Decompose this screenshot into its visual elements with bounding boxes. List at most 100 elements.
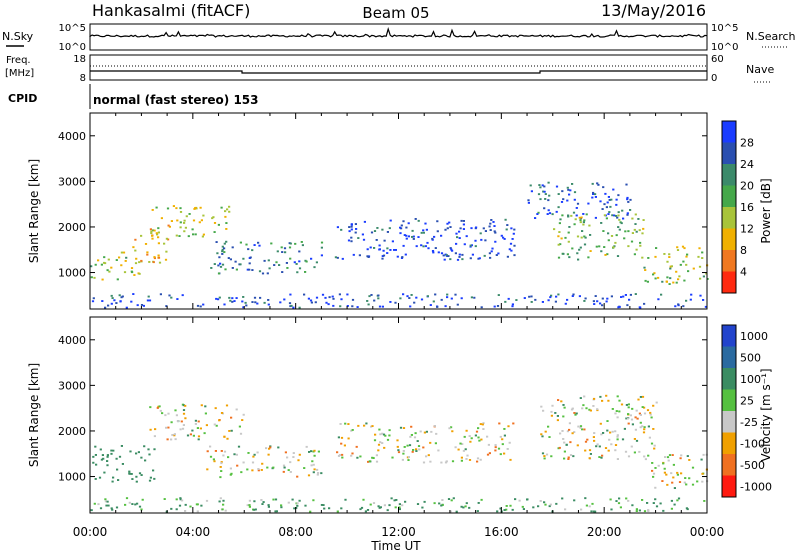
heatmap-cell [431, 237, 434, 240]
heatmap-cell [138, 261, 141, 264]
heatmap-cell [246, 468, 249, 471]
heatmap-cell [224, 509, 227, 512]
heatmap-cell [652, 502, 655, 504]
heatmap-cell [703, 500, 706, 502]
heatmap-cell [701, 257, 704, 259]
heatmap-cell [410, 425, 413, 428]
heatmap-cell [641, 256, 644, 259]
heatmap-cell [465, 458, 468, 460]
heatmap-cell [348, 226, 351, 228]
heatmap-cell [579, 219, 582, 222]
heatmap-cell [454, 252, 457, 255]
heatmap-cell [220, 412, 224, 414]
heatmap-cell [178, 504, 182, 507]
heatmap-cell [355, 445, 358, 448]
heatmap-cell [105, 504, 108, 507]
heatmap-cell [219, 466, 222, 468]
heatmap-cell [528, 295, 531, 298]
heatmap-cell [600, 250, 603, 253]
heatmap-cell [476, 457, 480, 460]
heatmap-cell [220, 206, 223, 209]
heatmap-cell [134, 503, 137, 506]
heatmap-cell [181, 294, 184, 297]
heatmap-cell [262, 501, 265, 503]
heatmap-cell [175, 498, 178, 501]
heatmap-cell [164, 258, 168, 261]
cpid-text: normal (fast stereo) 153 [93, 93, 259, 107]
heatmap-cell [562, 438, 565, 440]
heatmap-cell [584, 236, 587, 239]
heatmap-cell [340, 436, 344, 439]
heatmap-cell [197, 420, 200, 423]
heatmap-cell [544, 430, 547, 433]
heatmap-cell [251, 301, 254, 303]
heatmap-cell [157, 242, 160, 245]
heatmap-cell [450, 499, 453, 502]
heatmap-cell [128, 472, 131, 475]
heatmap-cell [566, 199, 569, 202]
heatmap-cell [644, 269, 647, 271]
heatmap-cell [258, 244, 261, 247]
heatmap-cell [558, 446, 561, 449]
heatmap-cell [218, 419, 221, 422]
heatmap-cell [419, 430, 422, 433]
heatmap-cell [272, 466, 275, 469]
heatmap-cell [116, 468, 119, 471]
heatmap-cell [466, 454, 469, 457]
heatmap-cell [196, 503, 199, 506]
heatmap-cell [386, 252, 389, 254]
heatmap-cell [636, 417, 639, 420]
heatmap-cell [246, 268, 249, 271]
heatmap-cell [480, 438, 483, 441]
heatmap-cell [545, 453, 549, 456]
heatmap-cell [377, 294, 380, 297]
heatmap-cell [505, 505, 508, 507]
heatmap-cell [412, 449, 415, 451]
heatmap-cell [553, 228, 556, 231]
heatmap-cell [431, 250, 435, 252]
heatmap-cell [482, 422, 485, 425]
heatmap-cell [547, 299, 550, 302]
heatmap-cell [555, 295, 558, 298]
heatmap-cell [585, 504, 588, 507]
heatmap-cell [557, 256, 561, 259]
heatmap-cell [635, 439, 639, 442]
heatmap-cell [493, 305, 496, 308]
heatmap-cell [410, 434, 413, 436]
heatmap-cell [400, 224, 403, 227]
heatmap-cell [607, 232, 610, 235]
heatmap-cell [567, 456, 570, 459]
heatmap-cell [101, 278, 104, 281]
heatmap-cell [132, 293, 135, 295]
heatmap-cell [601, 208, 604, 210]
heatmap-cell [223, 247, 226, 250]
heatmap-cell [298, 267, 302, 270]
heatmap-cell [266, 466, 269, 469]
heatmap-cell [140, 456, 143, 459]
heatmap-cell [425, 228, 428, 231]
heatmap-cell [699, 277, 702, 280]
heatmap-cell [469, 440, 472, 443]
heatmap-cell [289, 471, 292, 473]
heatmap-cell [456, 258, 460, 261]
colorbar-tick-label: 25 [740, 394, 754, 407]
heatmap-cell [669, 277, 672, 280]
heatmap-cell [108, 270, 111, 273]
heatmap-cell [289, 461, 292, 464]
heatmap-cell [629, 209, 632, 211]
heatmap-cell [140, 508, 143, 511]
heatmap-cell [633, 438, 636, 440]
heatmap-cell [506, 224, 509, 226]
heatmap-cell [381, 228, 384, 231]
heatmap-cell [501, 443, 504, 446]
heatmap-cell [430, 430, 433, 433]
heatmap-cell [643, 428, 646, 431]
heatmap-cell [702, 299, 705, 301]
heatmap-cell [460, 219, 463, 222]
heatmap-cell [627, 413, 630, 415]
colorbar-tick-label: 1000 [740, 330, 768, 343]
heatmap-cell [200, 219, 203, 222]
heatmap-cell [286, 456, 289, 459]
heatmap-cell [259, 296, 262, 299]
heatmap-cell [497, 294, 500, 296]
